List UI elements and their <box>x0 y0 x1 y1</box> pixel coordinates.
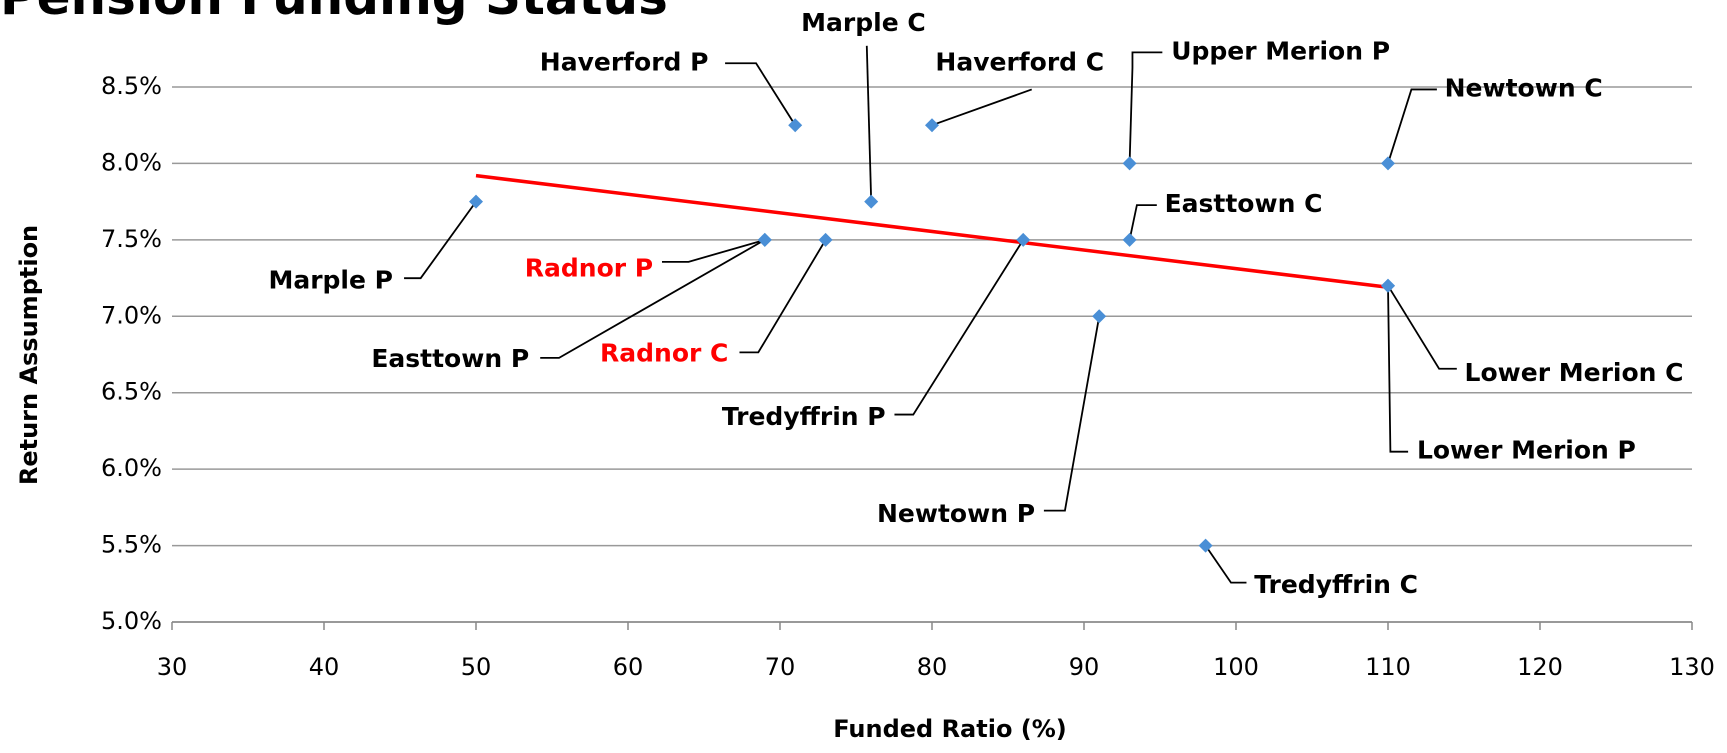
leader-line <box>894 239 1024 416</box>
leader-line <box>865 45 873 202</box>
point-label: Radnor P <box>525 253 653 282</box>
leader-line <box>540 239 766 359</box>
point-label: Lower Merion C <box>1465 358 1684 387</box>
point-label: Haverford C <box>935 47 1104 76</box>
point <box>788 118 803 133</box>
point <box>1198 538 1213 553</box>
leader-line <box>725 62 796 126</box>
leader-line <box>661 238 766 263</box>
point-label: Haverford P <box>540 47 709 76</box>
y-tick-label: 6.5% <box>101 378 162 406</box>
point <box>1092 309 1107 324</box>
point-label: Easttown P <box>371 344 529 373</box>
x-tick-label: 90 <box>1069 653 1100 681</box>
point-label: Marple C <box>801 8 926 37</box>
y-tick-label: 5.5% <box>101 531 162 559</box>
point <box>1122 156 1137 171</box>
x-axis-title: Funded Ratio (%) <box>833 715 1067 743</box>
y-tick-label: 7.0% <box>101 301 162 329</box>
x-tick-label: 60 <box>613 653 644 681</box>
leader-line <box>1387 88 1437 164</box>
point-label: Marple P <box>268 265 393 294</box>
point <box>1381 278 1395 293</box>
point-label: Tredyffrin P <box>722 402 886 431</box>
x-tick-label: 40 <box>309 653 340 681</box>
point-label: Tredyffrin C <box>1254 570 1418 599</box>
leader-line <box>739 239 827 354</box>
x-tick-label: 30 <box>157 653 188 681</box>
point-label: Newtown C <box>1445 73 1603 102</box>
leader-line <box>1128 51 1163 164</box>
point <box>469 194 483 209</box>
point-label: Newtown P <box>877 499 1035 528</box>
leader-line <box>1043 316 1101 512</box>
x-tick-label: 110 <box>1365 653 1411 681</box>
point <box>925 118 939 133</box>
leader-line <box>1387 285 1457 370</box>
point-label: Lower Merion P <box>1417 436 1636 465</box>
leader-line <box>931 88 1033 127</box>
x-tick-label: 70 <box>765 653 796 681</box>
point <box>757 232 772 247</box>
leader-line <box>1387 285 1409 453</box>
point <box>1381 156 1395 171</box>
trendline <box>475 173 1389 289</box>
y-tick-label: 5.0% <box>101 607 162 635</box>
chart-title: Pension Funding Status <box>0 0 668 26</box>
leader-line <box>1204 545 1247 584</box>
y-axis-title: Return Assumption <box>15 225 43 485</box>
point-label: Upper Merion P <box>1171 36 1390 65</box>
point-label: Radnor C <box>600 339 728 368</box>
y-tick-label: 7.5% <box>101 225 162 253</box>
point <box>1122 232 1137 247</box>
leader-line <box>1128 204 1157 241</box>
point <box>818 232 833 247</box>
point <box>864 194 879 209</box>
leader-line <box>404 201 477 280</box>
x-tick-label: 50 <box>461 653 492 681</box>
y-tick-label: 8.0% <box>101 148 162 176</box>
y-tick-label: 8.5% <box>101 72 162 100</box>
x-tick-label: 130 <box>1669 653 1715 681</box>
point <box>1016 232 1031 247</box>
y-tick-label: 6.0% <box>101 454 162 482</box>
point-label: Easttown C <box>1165 189 1323 218</box>
x-tick-label: 120 <box>1517 653 1563 681</box>
x-tick-label: 100 <box>1213 653 1259 681</box>
x-tick-label: 80 <box>917 653 948 681</box>
